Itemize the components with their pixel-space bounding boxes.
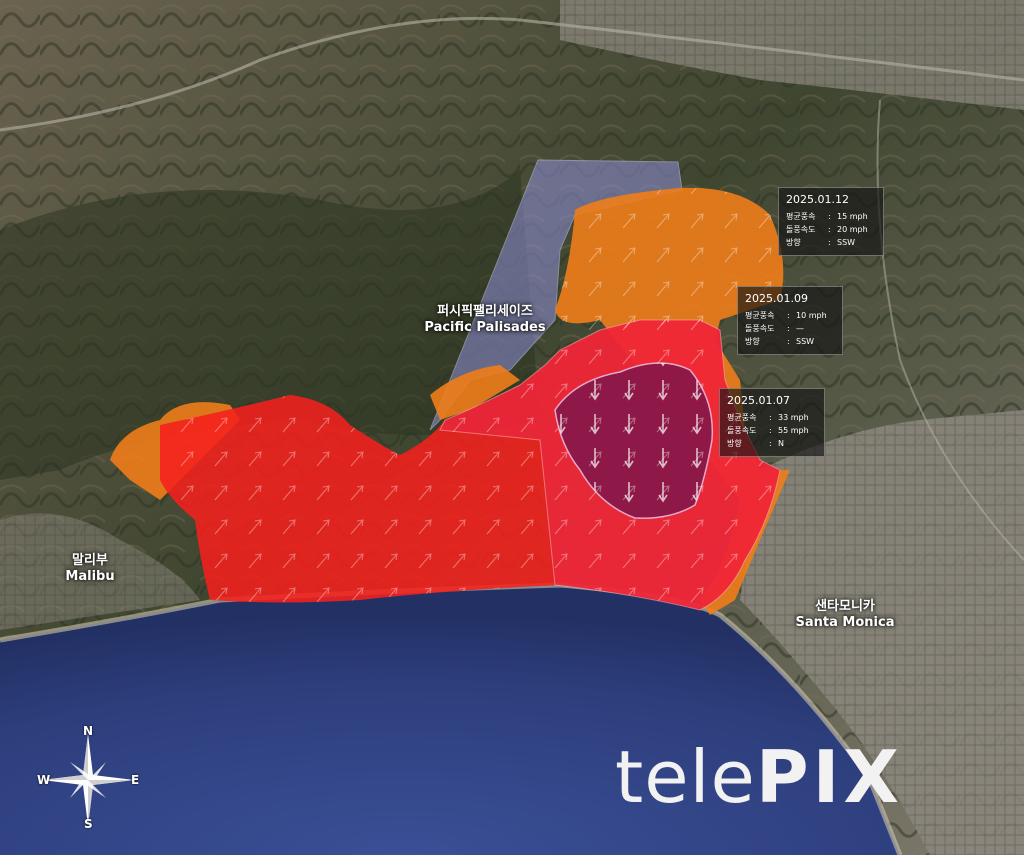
wind-info-value: SSW xyxy=(837,238,856,247)
compass-star-icon xyxy=(42,734,134,826)
wind-info-row: 돌풍속도: — xyxy=(745,324,804,333)
wind-info-key: 돌풍속도 xyxy=(786,225,816,234)
wind-info-key: 방향 xyxy=(745,337,760,346)
compass-north-label: N xyxy=(83,724,94,738)
compass-south-label: S xyxy=(84,817,93,831)
wind-info-date: 2025.01.12 xyxy=(786,193,849,206)
telepix-logo: telePIX xyxy=(615,735,903,819)
compass-east-label: E xyxy=(131,773,140,787)
wind-info-key: 평균풍속 xyxy=(727,413,757,422)
place-label-ko: 샌타모니카 xyxy=(815,599,875,614)
place-label-en: Pacific Palisades xyxy=(424,320,546,335)
place-label-santa-monica: 샌타모니카 Santa Monica xyxy=(785,599,905,631)
wind-info-row: 평균풍속:10 mph xyxy=(745,311,827,320)
place-label-ko: 퍼시픽팰리세이즈 xyxy=(437,304,533,319)
wind-info-row: 돌풍속도:20 mph xyxy=(786,225,868,234)
wind-info-row: 돌풍속도:55 mph xyxy=(727,426,809,435)
place-label-en: Malibu xyxy=(65,569,115,584)
place-label-malibu: 말리부 Malibu xyxy=(40,553,140,585)
wind-info-box-2025-01-09: 2025.01.09 평균풍속:10 mph 돌풍속도: — 방향: SSW xyxy=(737,286,843,355)
wind-info-value: 33 mph xyxy=(778,413,809,422)
wind-info-row: 평균풍속:33 mph xyxy=(727,413,809,422)
wind-info-value: 55 mph xyxy=(778,426,809,435)
wind-info-value: N xyxy=(778,439,784,448)
wind-info-value: SSW xyxy=(796,337,815,346)
wind-info-date: 2025.01.09 xyxy=(745,292,808,305)
logo-bold-text: PIX xyxy=(755,735,903,819)
wind-info-row: 평균풍속:15 mph xyxy=(786,212,868,221)
wind-info-row: 방향: SSW xyxy=(745,337,815,346)
wind-info-row: 방향: SSW xyxy=(786,238,856,247)
logo-light-text: tele xyxy=(615,735,756,819)
compass-rose: N S E W xyxy=(36,724,140,832)
wind-info-key: 방향 xyxy=(786,238,801,247)
wind-info-key: 방향 xyxy=(727,439,742,448)
place-label-en: Santa Monica xyxy=(795,615,895,630)
wind-info-box-2025-01-07: 2025.01.07 평균풍속:33 mph 돌풍속도:55 mph 방향: N xyxy=(719,388,825,457)
wind-info-key: 돌풍속도 xyxy=(745,324,775,333)
compass-west-label: W xyxy=(37,773,51,787)
wind-info-date: 2025.01.07 xyxy=(727,394,790,407)
wind-info-row: 방향: N xyxy=(727,439,784,448)
wind-info-value: 10 mph xyxy=(796,311,827,320)
wind-info-value: 15 mph xyxy=(837,212,868,221)
place-label-pacific-palisades: 퍼시픽팰리세이즈 Pacific Palisades xyxy=(415,304,555,336)
wind-info-value: — xyxy=(796,324,804,333)
wind-info-value: 20 mph xyxy=(837,225,868,234)
place-label-ko: 말리부 xyxy=(72,553,108,568)
wind-info-key: 평균풍속 xyxy=(786,212,816,221)
wind-info-key: 평균풍속 xyxy=(745,311,775,320)
wind-info-box-2025-01-12: 2025.01.12 평균풍속:15 mph 돌풍속도:20 mph 방향: SS… xyxy=(778,187,884,256)
wind-info-key: 돌풍속도 xyxy=(727,426,757,435)
